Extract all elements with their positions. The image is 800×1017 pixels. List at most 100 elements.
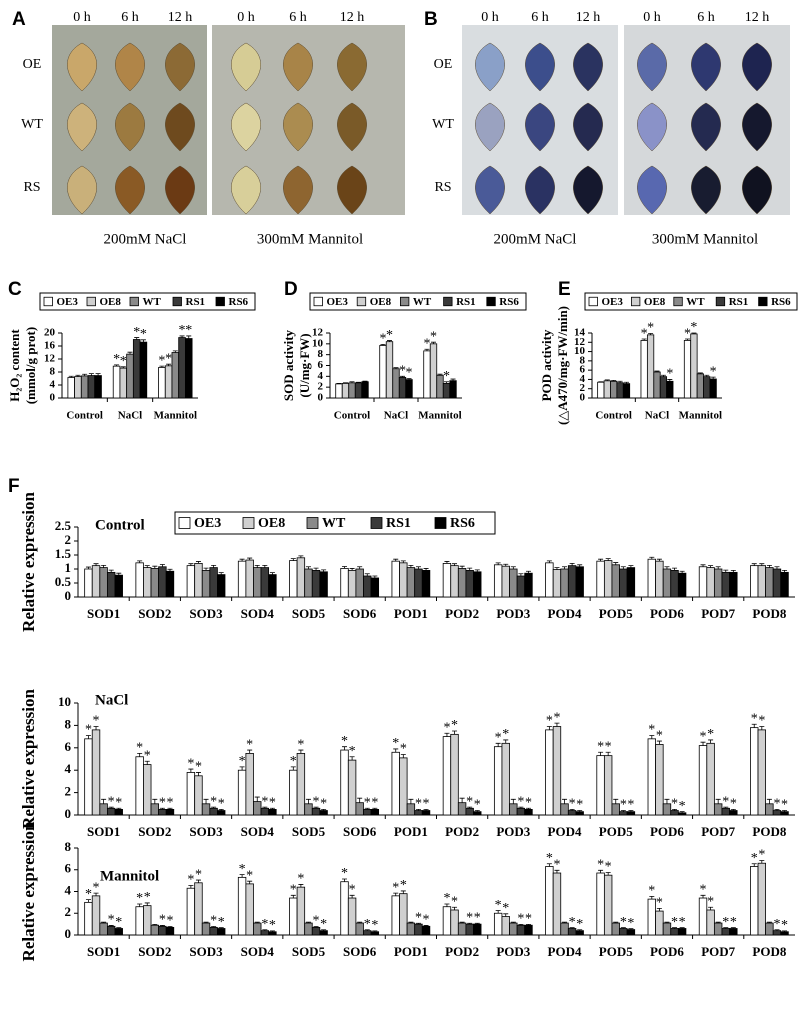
y-tick-label: 0 — [580, 392, 586, 404]
significance-star: * — [158, 353, 165, 368]
bar — [575, 566, 584, 598]
significance-star: * — [166, 914, 173, 929]
error-bar — [715, 566, 721, 569]
error-bar — [656, 740, 662, 745]
bar — [165, 570, 175, 598]
bar — [662, 922, 672, 936]
x-tick-label: POD3 — [496, 824, 530, 839]
error-bar — [782, 570, 788, 573]
bar — [703, 376, 711, 399]
bar — [442, 736, 452, 816]
bar — [143, 764, 152, 816]
error-bar — [290, 558, 296, 561]
error-bar — [172, 350, 178, 353]
legend-swatch — [443, 296, 453, 307]
bar — [361, 381, 369, 399]
x-tick-label: POD6 — [650, 824, 684, 839]
significance-star: * — [781, 918, 788, 933]
legend-swatch — [129, 296, 139, 307]
row-label: OE — [434, 57, 453, 72]
significance-star: * — [700, 729, 707, 744]
bar — [135, 756, 144, 816]
x-tick-label: SOD4 — [241, 944, 275, 959]
leaf — [637, 42, 667, 92]
bar — [80, 375, 89, 399]
bar — [391, 560, 400, 598]
significance-star: * — [379, 332, 386, 347]
caption: 300mM Mannitol — [652, 231, 758, 247]
bar — [524, 572, 533, 598]
bar — [750, 866, 759, 936]
bar — [119, 367, 128, 399]
significance-star: * — [415, 910, 422, 925]
bar — [603, 874, 613, 936]
bar — [670, 570, 679, 598]
error-bar — [357, 797, 363, 803]
significance-star: * — [371, 795, 378, 810]
x-tick-label: SOD5 — [292, 824, 326, 839]
error-bar — [116, 807, 122, 810]
y-tick-label: 2 — [65, 784, 72, 799]
y-axis-label: SOD activity — [281, 329, 296, 401]
error-bar — [598, 869, 604, 874]
bar — [501, 565, 510, 598]
legend-label: WT — [143, 296, 162, 308]
error-bar — [262, 564, 268, 568]
error-bar — [605, 751, 611, 756]
bar — [765, 567, 774, 598]
bar — [597, 381, 605, 399]
error-bar — [313, 926, 319, 928]
bar — [622, 383, 631, 399]
leaf — [67, 42, 97, 92]
error-bar — [708, 565, 714, 568]
significance-star: * — [246, 737, 253, 752]
bar — [74, 376, 82, 399]
y-axis-label: H₂O₂ content — [7, 329, 22, 402]
x-tick-label: POD5 — [599, 824, 633, 839]
error-bar — [408, 564, 414, 568]
bar — [194, 882, 203, 936]
bar — [348, 382, 356, 399]
significance-star: * — [773, 797, 780, 812]
error-bar — [620, 810, 626, 812]
x-tick-label: Mannitol — [154, 410, 197, 422]
bar — [713, 803, 723, 816]
bar — [662, 568, 672, 598]
significance-star: * — [313, 914, 320, 929]
error-bar — [672, 567, 678, 571]
bar — [379, 345, 387, 399]
bar — [698, 566, 708, 598]
x-tick-label: POD4 — [548, 944, 582, 959]
error-bar — [444, 732, 450, 737]
legend-swatch — [434, 517, 447, 529]
error-bar — [495, 562, 501, 565]
x-tick-label: POD3 — [496, 606, 530, 621]
error-bar — [386, 340, 392, 342]
bar — [493, 912, 503, 936]
significance-star: * — [386, 328, 393, 343]
time-label: 0 h — [237, 10, 255, 25]
error-bar — [211, 564, 217, 568]
error-bar — [85, 566, 91, 569]
error-bar — [349, 756, 355, 761]
bar — [341, 382, 350, 399]
error-bar — [152, 923, 158, 926]
significance-star: * — [185, 323, 192, 338]
significance-star: * — [392, 736, 399, 751]
significance-star: * — [641, 326, 648, 341]
error-bar — [656, 558, 662, 562]
legend-swatch — [758, 296, 768, 307]
leaf — [115, 165, 145, 215]
x-tick-label: POD5 — [599, 944, 633, 959]
error-bar — [766, 564, 772, 568]
bar — [370, 577, 380, 598]
error-bar — [664, 566, 670, 569]
significance-star: * — [136, 741, 143, 756]
chart-title: NaCl — [95, 692, 128, 708]
leaf — [283, 42, 313, 92]
error-bar — [730, 809, 736, 811]
legend-swatch — [178, 517, 191, 529]
error-bar — [459, 921, 465, 924]
significance-star: * — [85, 723, 92, 738]
bar — [354, 382, 363, 399]
